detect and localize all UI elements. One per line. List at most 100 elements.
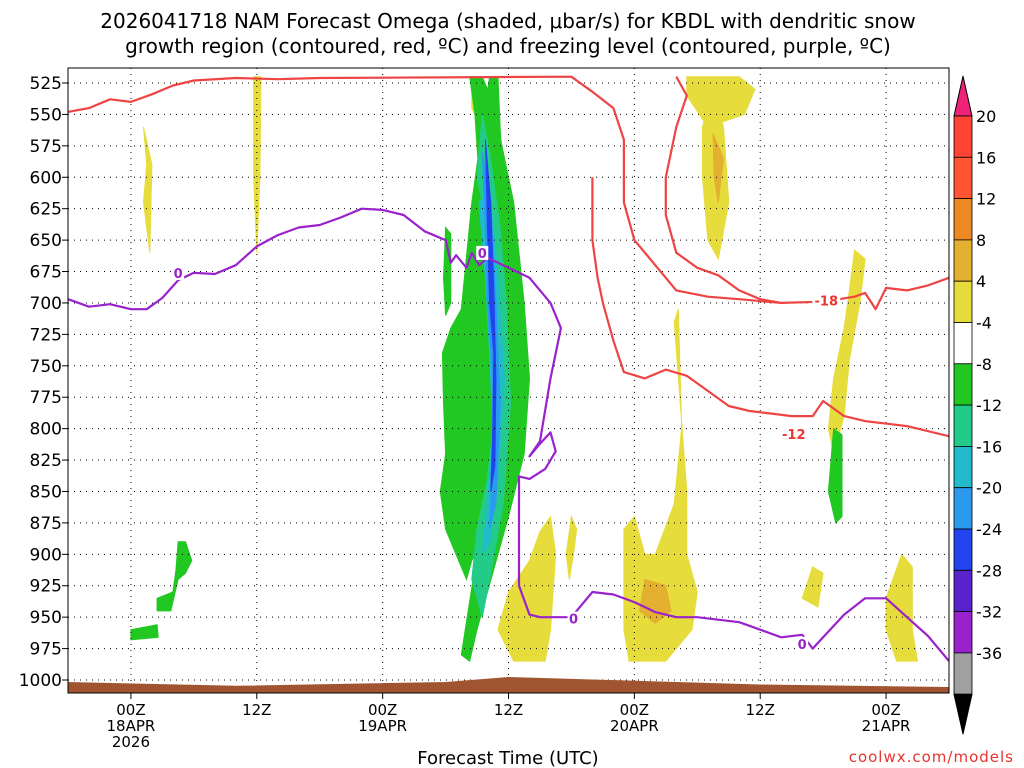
colorbar-bin--36 [953,652,973,695]
contour-line--12-2 [591,177,949,438]
colorbar-bin-12 [953,198,973,241]
chart-title-line1: 2026041718 NAM Forecast Omega (shaded, μ… [100,9,915,33]
y-tick-label-975: 975 [30,640,62,660]
omega-region-4-10 [827,249,866,454]
y-tick-label-750: 750 [30,357,62,377]
colorbar-label-8: 8 [976,231,986,250]
contour-line--18-0 [68,75,949,311]
contour-label-bg-2 [567,611,580,626]
colorbar-bin-8 [953,239,973,282]
y-tick-label-850: 850 [30,482,62,502]
colorbar-label--36: -36 [976,644,1002,663]
x-tick-label-24-0: 00Z [368,701,397,719]
x-tick-label-12-0: 12Z [242,701,271,719]
colorbar-label--24: -24 [976,520,1002,539]
y-tick-label-900: 900 [30,545,62,565]
y-tick-label-550: 550 [30,105,62,125]
y-tick-label-925: 925 [30,577,62,597]
y-tick-label-700: 700 [30,294,62,314]
colorbar-bin--8 [953,363,973,406]
omega-region-4-12 [885,553,919,662]
x-tick-label-0-0: 00Z [116,701,145,719]
colorbar-triangle-bottom [953,693,973,735]
y-tick-label-625: 625 [30,200,62,220]
credit-text: coolwx.com/models [849,748,1014,766]
colorbar-label--32: -32 [976,603,1002,622]
omega-region-8-8 [712,133,725,203]
chart-title-line2: growth region (contoured, red, ºC) and f… [125,34,891,58]
contour-label-bg-4 [812,293,841,308]
y-tick-label-725: 725 [30,325,62,345]
y-tick-label-825: 825 [30,451,62,471]
omega-region--4-13 [156,541,193,612]
x-tick-label-36-0: 12Z [494,701,523,719]
colorbar: 20 16 12 8 4 -4 -8 -12 -16 -20 -24 -28 -32 -36 [953,75,1002,735]
y-axis: 525 550 575 600 625 650 675 700 725 750 775 800 825 8… [19,74,68,691]
omega-region--4-14 [130,624,159,641]
y-tick-label-1000: 1000 [19,671,62,691]
contour-label-3: 0 [798,638,807,653]
omega-region-4-7 [623,309,698,662]
contour-labels-layer: 0 0 0 0 -18 -12 [172,245,841,653]
contour-label-bg-0 [172,266,185,281]
colorbar-bin--4 [953,322,973,365]
x-axis-label: Forecast Time (UTC) [417,748,598,768]
y-tick-label-775: 775 [30,388,62,408]
colorbar-label-12: 12 [976,190,996,209]
y-tick-label-650: 650 [30,231,62,251]
colorbar-bin-16 [953,156,973,200]
contour-label-bg-3 [796,636,809,651]
colorbar-label--28: -28 [976,561,1002,580]
terrain-ground [68,676,949,693]
colorbar-label-20: 20 [976,107,996,126]
x-tick-label-60-0: 12Z [746,701,775,719]
colorbar-bin--24 [953,528,973,571]
colorbar-bin-4 [953,280,973,323]
colorbar-label--16: -16 [976,437,1002,456]
contour-line--18-1 [664,76,782,304]
omega-region-4-0 [142,126,153,253]
y-tick-label-600: 600 [30,168,62,188]
x-tick-label-48-1: 20APR [610,717,659,735]
colorbar-label--8: -8 [976,355,992,374]
y-tick-label-950: 950 [30,608,62,628]
contour-label-5: -12 [782,428,806,443]
contour-label-0: 0 [174,267,183,282]
x-tick-label-48-0: 00Z [620,701,649,719]
grid-layer [68,68,949,693]
x-tick-label-0-2: 2026 [112,733,150,751]
x-tick-label-72-1: 21APR [862,717,911,735]
omega-shading-layer [130,76,919,662]
colorbar-triangle-top [953,75,973,117]
colorbar-bin--20 [953,487,973,530]
y-tick-label-575: 575 [30,137,62,157]
x-tick-label-0-1: 18APR [107,717,156,735]
colorbar-bin--32 [953,611,973,654]
omega-region-4-4 [565,514,578,580]
y-tick-label-875: 875 [30,514,62,534]
colorbar-label-16: 16 [976,148,996,167]
colorbar-bin--28 [953,569,973,612]
contour-label-1: 0 [478,247,487,262]
contour-layer [68,75,949,662]
ground-layer [68,676,949,693]
colorbar-label-4: 4 [976,272,986,291]
contour-label-2: 0 [569,613,578,628]
omega-region-4-1 [253,76,262,253]
colorbar-bin--12 [953,404,973,447]
colorbar-label--20: -20 [976,479,1002,498]
y-tick-label-800: 800 [30,420,62,440]
contour-label-4: -18 [815,295,839,310]
omega-region-4-3 [497,515,557,662]
omega-region--4-18 [827,427,843,524]
contour-label-bg-5 [779,426,808,441]
y-tick-label-675: 675 [30,263,62,283]
omega-region--4-15 [442,226,452,316]
y-tick-label-525: 525 [30,74,62,94]
x-tick-label-72-0: 00Z [871,701,900,719]
colorbar-label--12: -12 [976,396,1002,415]
colorbar-bin-20 [953,115,973,158]
x-tick-label-24-1: 19APR [358,717,407,735]
